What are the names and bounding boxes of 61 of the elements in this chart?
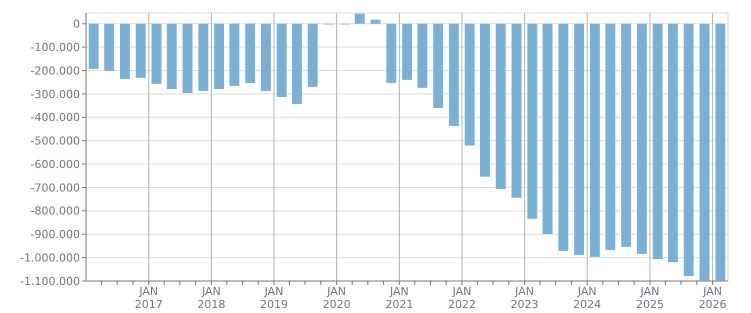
- bar: [370, 20, 380, 24]
- bar: [182, 24, 192, 93]
- x-tick-label: JAN 2024: [573, 285, 602, 311]
- bar: [260, 24, 271, 91]
- bar: [104, 24, 114, 71]
- bar: [652, 24, 663, 260]
- x-tick-label: JAN 2025: [636, 285, 664, 311]
- bar: [417, 24, 428, 88]
- x-tick-label: JAN 2017: [134, 285, 163, 311]
- bar: [88, 24, 99, 69]
- bar: [574, 24, 584, 256]
- y-tick-label: -1.000.000: [20, 251, 80, 264]
- x-tick-label: JAN 2019: [260, 285, 288, 311]
- y-tick-label: -800.000: [30, 204, 80, 218]
- bar: [292, 24, 302, 104]
- bar: [229, 24, 240, 86]
- bar: [558, 24, 568, 251]
- bar: [354, 14, 365, 24]
- bar: [198, 24, 208, 91]
- bar: [308, 24, 318, 87]
- bar: [402, 24, 412, 80]
- bar: [527, 24, 538, 219]
- x-tick-label: JAN 2018: [197, 285, 226, 311]
- y-tick-label: -1.100.000: [20, 274, 80, 288]
- x-tick-label: JAN 2021: [385, 285, 414, 311]
- y-tick-label: -700.000: [30, 181, 80, 194]
- y-tick-label: -400.000: [30, 111, 80, 124]
- bar: [605, 24, 616, 250]
- y-tick-label: -100.000: [30, 40, 80, 54]
- y-tick-label: -900.000: [30, 228, 80, 242]
- bar: [668, 24, 678, 262]
- bar: [214, 24, 224, 90]
- bar: [136, 24, 146, 78]
- bar: [448, 24, 459, 126]
- y-tick-label: -600.000: [30, 158, 80, 171]
- bar: [621, 24, 632, 247]
- x-tick-label: JAN 2026: [698, 285, 727, 311]
- bar: [166, 24, 177, 90]
- bar: [276, 24, 287, 97]
- bar: [700, 24, 710, 280]
- bar: [542, 24, 552, 234]
- bar: [480, 24, 490, 177]
- bar: [684, 24, 694, 276]
- bar: [715, 24, 726, 280]
- bar: [433, 24, 444, 108]
- bar: [590, 24, 600, 257]
- bar: [496, 24, 506, 190]
- bar: [120, 24, 130, 79]
- bar: [386, 24, 396, 83]
- bar: [152, 24, 162, 84]
- y-tick-label: -200.000: [30, 64, 80, 78]
- bar: [512, 24, 522, 198]
- y-tick-label: -500.000: [30, 134, 80, 148]
- y-tick-label: -300.000: [30, 88, 80, 101]
- bar: [464, 24, 475, 146]
- bar: [245, 24, 256, 83]
- y-tick-label: 0: [73, 18, 80, 31]
- x-tick-label: JAN 2023: [510, 285, 539, 311]
- x-tick-label: JAN 2022: [448, 285, 476, 311]
- bar: [636, 24, 647, 254]
- x-tick-label: JAN 2020: [322, 285, 351, 311]
